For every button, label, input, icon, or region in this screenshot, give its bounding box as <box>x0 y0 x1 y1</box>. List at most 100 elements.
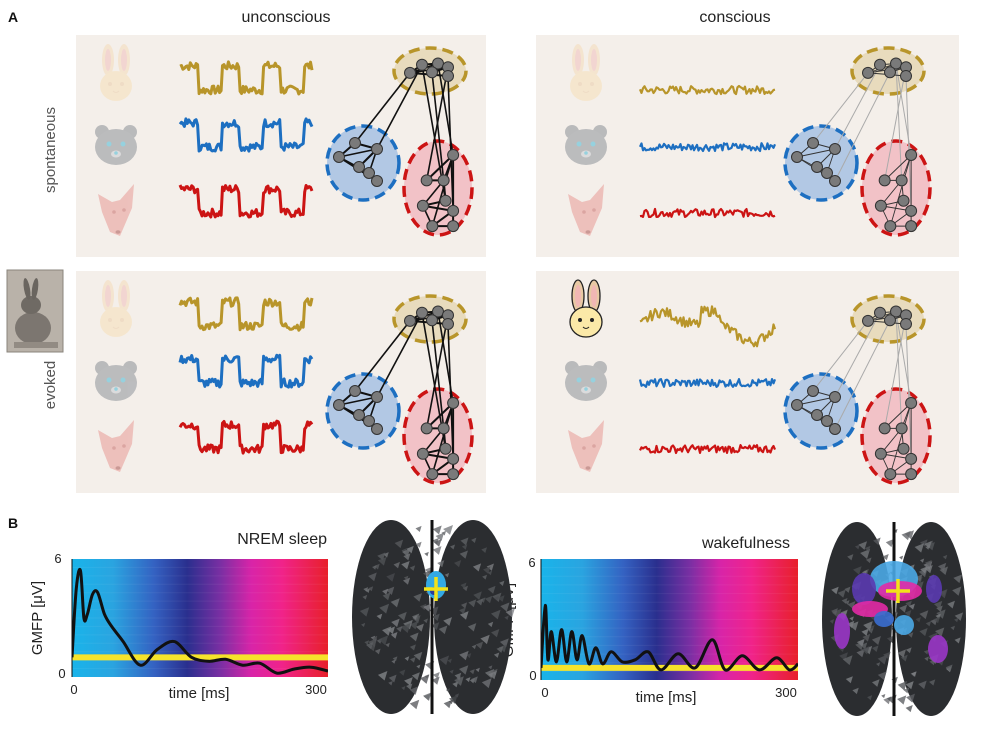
network-node <box>371 423 383 435</box>
network-node <box>353 409 365 421</box>
bear-icon <box>565 361 607 401</box>
network-node <box>426 66 438 79</box>
network-node <box>905 396 918 409</box>
network-node <box>878 422 891 435</box>
nrem-ytick-bottom: 0 <box>58 666 65 681</box>
bear-icon <box>95 125 137 165</box>
network-edge <box>895 63 903 181</box>
network-edge <box>425 154 454 182</box>
rabbit-icon <box>570 44 602 101</box>
network-edge <box>431 320 445 429</box>
network-edge <box>905 75 912 211</box>
network-node <box>897 442 910 455</box>
network-node <box>900 69 912 82</box>
network-edge <box>425 67 449 181</box>
network-node <box>874 58 886 71</box>
trace-gold <box>638 84 776 96</box>
network-node <box>426 220 439 233</box>
network-node <box>829 175 841 187</box>
column-title-unconscious: unconscious <box>242 9 331 26</box>
network-edge <box>895 311 903 429</box>
nrem-ytick-top: 6 <box>54 551 61 566</box>
network-edge <box>884 402 912 429</box>
network-node <box>349 385 361 397</box>
network-edge <box>884 154 912 181</box>
trace-gold <box>179 60 314 96</box>
network-edge <box>431 402 454 475</box>
trace-red <box>178 184 314 219</box>
trace-blue <box>638 142 777 153</box>
brain-activation <box>852 573 876 605</box>
network-node <box>807 137 819 149</box>
panel-a-label: A <box>8 9 18 25</box>
brain-activation <box>874 611 894 627</box>
network-node <box>447 468 460 481</box>
network-node <box>884 314 896 327</box>
network-edge <box>425 315 449 429</box>
network-edge <box>796 148 836 158</box>
network-edge <box>425 402 454 430</box>
fox-icon <box>98 420 134 472</box>
nrem-title: NREM sleep <box>237 531 327 548</box>
network-edge <box>354 72 411 144</box>
network-node <box>349 137 361 149</box>
network-node <box>874 306 886 319</box>
network-node <box>442 69 454 82</box>
network-node <box>884 66 896 79</box>
network-edge <box>376 64 423 150</box>
network-node <box>807 385 819 397</box>
network-node <box>905 468 918 481</box>
network-node <box>420 422 433 435</box>
row-title-evoked: evoked <box>42 361 59 409</box>
bear-icon <box>95 361 137 401</box>
network-edge <box>431 154 454 227</box>
network-node <box>884 468 897 481</box>
network-node <box>811 409 823 421</box>
network-node <box>895 174 908 187</box>
network-node <box>905 204 918 217</box>
network-node <box>821 167 833 179</box>
trace-blue <box>178 353 314 389</box>
network-node <box>371 143 383 155</box>
brain-activation <box>894 615 914 635</box>
network-node <box>447 396 460 409</box>
network-node <box>437 174 450 187</box>
network-node <box>897 194 910 207</box>
network-node <box>363 415 375 427</box>
nrem-gmfp-line <box>72 567 328 675</box>
nrem-xtick-left: 0 <box>70 682 77 697</box>
network-edge <box>889 154 912 227</box>
row-title-spontaneous: spontaneous <box>42 107 59 193</box>
brain-map-wake <box>822 522 966 716</box>
network-edge <box>796 396 836 406</box>
quadrant-content <box>565 44 932 237</box>
trace-gold <box>639 305 777 348</box>
network-node <box>900 317 912 330</box>
brain-left-hemisphere <box>352 520 430 714</box>
network-node <box>791 399 803 411</box>
network-node <box>447 204 460 217</box>
network-edge <box>884 315 907 429</box>
network-node <box>905 220 918 233</box>
network-node <box>363 167 375 179</box>
quadrant-content <box>565 279 932 485</box>
network-node <box>416 199 429 212</box>
network-edge <box>834 312 881 398</box>
network-edge <box>812 72 869 144</box>
trace-blue <box>638 378 777 388</box>
wake-ytick-top: 6 <box>528 555 535 570</box>
network-node <box>874 447 887 460</box>
network-node <box>905 148 918 161</box>
network-node <box>426 314 438 327</box>
trace-red <box>639 444 777 455</box>
network-node <box>447 452 460 465</box>
nrem-ylabel: GMFP [μV] <box>29 581 46 655</box>
network-node <box>439 194 452 207</box>
rabbit-photo-stimulus <box>6 269 64 353</box>
nrem-xtick-right: 300 <box>305 682 327 697</box>
network-node <box>829 143 841 155</box>
network-node <box>829 423 841 435</box>
network-edge <box>834 64 881 150</box>
network-edge <box>834 72 891 182</box>
network-node <box>829 391 841 403</box>
